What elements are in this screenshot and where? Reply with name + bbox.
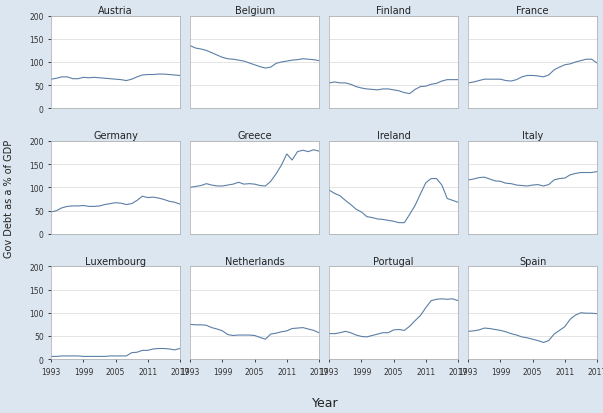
Title: Portugal: Portugal: [373, 256, 414, 266]
Title: Luxembourg: Luxembourg: [85, 256, 146, 266]
Title: Germany: Germany: [93, 131, 138, 141]
Title: Greece: Greece: [238, 131, 272, 141]
Title: Austria: Austria: [98, 6, 133, 16]
Text: Gov Debt as a % of GDP: Gov Debt as a % of GDP: [4, 139, 14, 257]
Title: France: France: [516, 6, 549, 16]
Text: Year: Year: [312, 396, 339, 409]
Title: Netherlands: Netherlands: [225, 256, 285, 266]
Title: Belgium: Belgium: [235, 6, 275, 16]
Title: Finland: Finland: [376, 6, 411, 16]
Title: Italy: Italy: [522, 131, 543, 141]
Title: Spain: Spain: [519, 256, 546, 266]
Title: Ireland: Ireland: [377, 131, 411, 141]
